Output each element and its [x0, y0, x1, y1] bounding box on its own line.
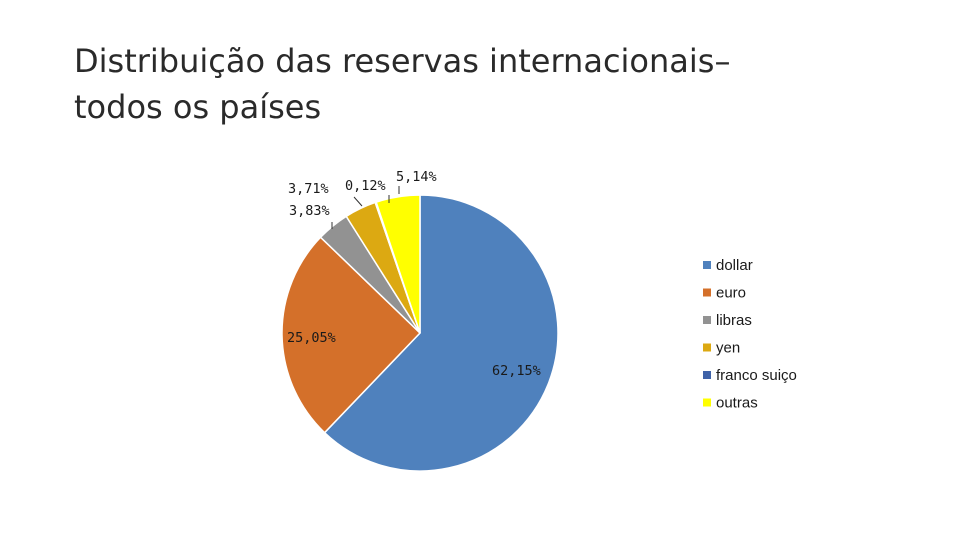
data-label-libras: 3,83%: [289, 203, 330, 219]
data-label-yen: 3,71%: [288, 181, 329, 197]
legend-swatch-euro: [703, 288, 711, 297]
legend-swatch-franco-suico: [703, 371, 711, 379]
legend-label-dollar: dollar: [716, 257, 753, 274]
legend-label-libras: libras: [716, 312, 752, 329]
legend-label-euro: euro: [716, 285, 746, 302]
data-label-dollar: 62,15%: [492, 363, 541, 379]
legend-swatch-outras: [703, 398, 711, 407]
data-label-outras: 5,14%: [396, 169, 437, 185]
leader-line-yen: [353, 196, 363, 207]
legend-swatch-dollar: [703, 261, 711, 269]
legend-swatch-yen: [703, 343, 711, 352]
pie-slice-dollar: [323, 194, 559, 472]
pie-slice-outras: [375, 194, 421, 334]
title-line-1: Distribuição das reservas internacionais…: [74, 42, 731, 80]
data-label-euro: 25,05%: [287, 330, 336, 346]
legend-label-yen: yen: [716, 340, 740, 357]
page-title: Distribuição das reservas internacionais…: [74, 38, 834, 130]
legend-label-franco-suico: franco suiço: [716, 367, 797, 384]
pie-slice-euro: [281, 236, 422, 434]
legend-label-outras: outras: [716, 395, 758, 412]
title-line-2: todos os países: [74, 88, 322, 126]
data-label-franco-suico: 0,12%: [345, 178, 386, 194]
legend-swatch-libras: [703, 316, 711, 324]
